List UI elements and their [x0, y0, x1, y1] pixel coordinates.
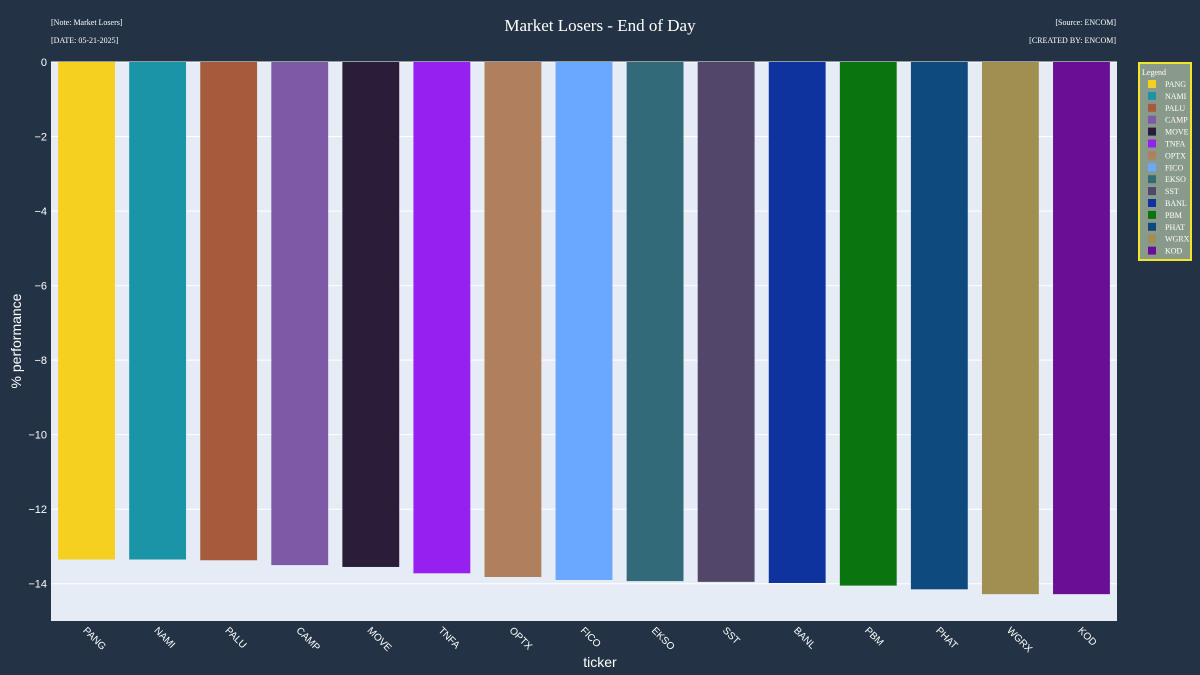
legend-item-sst[interactable]: SST — [1165, 187, 1179, 196]
legend-item-camp[interactable]: CAMP — [1165, 116, 1188, 125]
legend-item-nami[interactable]: NAMI — [1165, 92, 1187, 101]
bars-group — [58, 62, 1110, 595]
legend-swatch — [1148, 199, 1156, 207]
x-tick-label: FICO — [578, 625, 603, 650]
legend-item-pang[interactable]: PANG — [1165, 80, 1186, 89]
x-tick-label: PHAT — [933, 625, 959, 651]
legend-item-tnfa[interactable]: TNFA — [1165, 140, 1186, 149]
legend-title: Legend — [1142, 68, 1166, 77]
y-tick-label: −4 — [34, 206, 47, 218]
x-tick-label: BANL — [791, 625, 818, 652]
y-tick-label: −10 — [28, 430, 47, 442]
x-axis-title: ticker — [583, 654, 617, 670]
y-tick-label: −6 — [34, 281, 47, 293]
bar-kod[interactable] — [1053, 62, 1110, 595]
legend: Legend PANG NAMI PALU CAMP MOVE TNFA OPTX FICO E… — [1138, 62, 1192, 261]
x-tick-label: CAMP — [294, 625, 322, 653]
legend-swatch — [1148, 210, 1156, 219]
x-tick-label: SST — [720, 625, 742, 647]
y-tick-label: −14 — [28, 579, 47, 591]
legend-swatch — [1148, 175, 1156, 184]
x-tick-label: WGRX — [1004, 625, 1034, 655]
x-tick-label: TNFA — [436, 625, 462, 651]
bar-move[interactable] — [342, 62, 400, 567]
legend-item-wgrx[interactable]: WGRX — [1165, 235, 1190, 244]
legend-swatch — [1148, 115, 1156, 124]
legend-swatch — [1148, 246, 1156, 255]
x-tick-label: PANG — [80, 625, 107, 652]
legend-swatch — [1148, 80, 1156, 88]
y-tick-label: −2 — [34, 132, 47, 144]
bar-wgrx[interactable] — [981, 62, 1039, 595]
y-axis-title: % performance — [8, 293, 24, 388]
y-axis-ticks: 0 −2 −4 −6 −8 −10 −12 −14 — [28, 57, 47, 591]
legend-item-ekso[interactable]: EKSO — [1165, 175, 1186, 184]
y-tick-label: −12 — [28, 504, 47, 516]
bar-pbm[interactable] — [839, 62, 897, 586]
bar-fico[interactable] — [555, 62, 613, 581]
x-tick-label: OPTX — [507, 625, 534, 652]
bar-sst[interactable] — [697, 62, 755, 582]
legend-item-banl[interactable]: BANL — [1165, 199, 1187, 208]
legend-swatch — [1148, 151, 1156, 160]
legend-swatch — [1148, 234, 1156, 243]
legend-swatch — [1148, 222, 1156, 231]
legend-swatch — [1148, 139, 1156, 148]
legend-item-pbm[interactable]: PBM — [1165, 211, 1182, 220]
legend-swatch — [1148, 187, 1156, 196]
x-tick-label: PBM — [862, 625, 885, 648]
x-axis-ticks: PANG NAMI PALU CAMP MOVE TNFA OPTX FICO EKSO SST B… — [80, 625, 1098, 655]
legend-swatch — [1148, 103, 1156, 112]
bar-pang[interactable] — [58, 62, 115, 560]
x-tick-label: NAMI — [151, 625, 176, 650]
y-tick-label: 0 — [41, 57, 47, 69]
note-label: [Note: Market Losers] — [51, 18, 123, 27]
source-label: [Source: ENCOM] — [1055, 18, 1116, 27]
legend-swatch — [1148, 91, 1156, 100]
x-tick-label: KOD — [1075, 625, 1098, 648]
bar-tnfa[interactable] — [413, 62, 471, 574]
legend-items: PANG NAMI PALU CAMP MOVE TNFA OPTX FICO EKSO SST B… — [1148, 80, 1190, 256]
y-tick-label: −8 — [34, 355, 47, 367]
legend-box — [1138, 62, 1192, 261]
bar-camp[interactable] — [271, 62, 329, 566]
legend-item-kod[interactable]: KOD — [1165, 247, 1183, 256]
x-tick-label: EKSO — [649, 625, 677, 653]
legend-item-phat[interactable]: PHAT — [1165, 223, 1185, 232]
date-label: [DATE: 05-21-2025] — [51, 36, 119, 45]
legend-swatch — [1148, 127, 1156, 136]
chart-title: Market Losers - End of Day — [504, 16, 696, 35]
legend-item-fico[interactable]: FICO — [1165, 163, 1183, 172]
bar-nami[interactable] — [129, 62, 187, 560]
bar-banl[interactable] — [768, 62, 826, 583]
bar-optx[interactable] — [484, 62, 542, 578]
legend-swatch — [1148, 163, 1156, 172]
legend-item-palu[interactable]: PALU — [1165, 104, 1185, 113]
bar-ekso[interactable] — [626, 62, 684, 582]
x-tick-label: MOVE — [365, 625, 394, 654]
legend-item-move[interactable]: MOVE — [1165, 128, 1189, 137]
x-tick-label: PALU — [223, 625, 249, 651]
legend-item-optx[interactable]: OPTX — [1165, 151, 1186, 160]
bar-phat[interactable] — [910, 62, 968, 590]
bar-palu[interactable] — [200, 62, 258, 561]
created-by-label: [CREATED BY: ENCOM] — [1029, 36, 1116, 45]
